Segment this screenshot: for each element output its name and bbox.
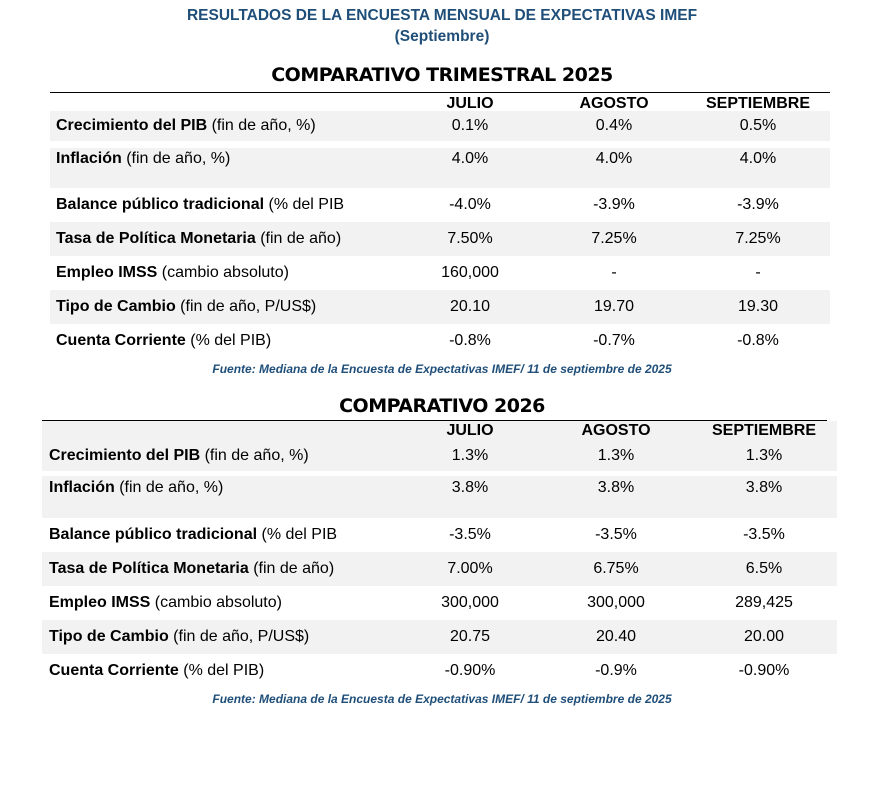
cell-agosto: -0.9%	[595, 662, 637, 679]
row-label: Balance público tradicional (% del PIB	[56, 196, 345, 213]
cell-agosto: -	[611, 264, 617, 281]
cell-agosto: -3.9%	[593, 196, 635, 213]
cell-septiembre: -	[755, 264, 761, 281]
column-header-agosto: AGOSTO	[581, 422, 651, 439]
cell-julio: -0.8%	[449, 332, 491, 349]
table-row: Tasa de Política Monetaria (fin de año) …	[50, 222, 830, 256]
row-label: Inflación (fin de año, %)	[49, 479, 224, 496]
cell-septiembre: 1.3%	[745, 447, 783, 464]
row-label: Crecimiento del PIB (fin de año, %)	[49, 447, 309, 464]
row-label: Tipo de Cambio (fin de año, P/US$)	[49, 628, 310, 645]
cell-septiembre: -0.90%	[738, 662, 790, 679]
table-row: Crecimiento del PIB (fin de año, %) 0.1%…	[50, 111, 830, 141]
cell-agosto: 7.25%	[591, 230, 637, 247]
cell-julio: 20.75	[449, 628, 491, 645]
table-row: Cuenta Corriente (% del PIB) -0.90% -0.9…	[42, 654, 837, 688]
table-row: Empleo IMSS (cambio absoluto) 300,000 30…	[42, 586, 837, 620]
cell-agosto: -3.5%	[595, 526, 637, 543]
cell-julio: 300,000	[441, 594, 499, 611]
row-label: Empleo IMSS (cambio absoluto)	[56, 264, 289, 281]
cell-septiembre: -3.9%	[737, 196, 779, 213]
cell-agosto: 0.4%	[595, 117, 633, 134]
cell-julio: 1.3%	[451, 447, 489, 464]
table-row: Tipo de Cambio (fin de año, P/US$) 20.75…	[42, 620, 837, 654]
cell-agosto: 20.40	[595, 628, 637, 645]
cell-septiembre: -3.5%	[743, 526, 785, 543]
row-label: Crecimiento del PIB (fin de año, %)	[56, 117, 316, 134]
table-row: Balance público tradicional (% del PIB -…	[50, 188, 830, 222]
cell-agosto: 300,000	[587, 594, 645, 611]
table-row: Cuenta Corriente (% del PIB) -0.8% -0.7%…	[50, 324, 830, 358]
row-label: Tasa de Política Monetaria (fin de año)	[56, 230, 342, 247]
cell-julio: 3.8%	[451, 479, 489, 496]
column-header-row: JULIO AGOSTO SEPTIEMBRE	[42, 421, 837, 441]
column-header-septiembre: SEPTIEMBRE	[705, 95, 810, 112]
row-label: Empleo IMSS (cambio absoluto)	[49, 594, 282, 611]
report-subtitle: (Septiembre)	[394, 28, 490, 45]
cell-septiembre: 19.30	[737, 298, 779, 315]
table-title: COMPARATIVO 2026	[339, 395, 545, 417]
cell-septiembre: -0.8%	[737, 332, 779, 349]
table-title: COMPARATIVO TRIMESTRAL 2025	[271, 64, 613, 86]
cell-julio: -4.0%	[449, 196, 491, 213]
cell-agosto: 1.3%	[597, 447, 635, 464]
cell-julio: -3.5%	[449, 526, 491, 543]
column-header-septiembre: SEPTIEMBRE	[711, 422, 816, 439]
cell-septiembre: 289,425	[735, 594, 793, 611]
column-header-julio: JULIO	[446, 422, 494, 439]
title-rule	[42, 420, 827, 421]
row-label: Cuenta Corriente (% del PIB)	[49, 662, 265, 679]
table-row: Crecimiento del PIB (fin de año, %) 1.3%…	[42, 441, 837, 471]
table-row: Inflación (fin de año, %) 3.8% 3.8% 3.8%	[42, 476, 837, 518]
cell-septiembre: 0.5%	[739, 117, 777, 134]
row-label: Tasa de Política Monetaria (fin de año)	[49, 560, 335, 577]
cell-agosto: 4.0%	[595, 150, 633, 167]
source-note: Fuente: Mediana de la Encuesta de Expect…	[212, 692, 672, 706]
cell-agosto: 3.8%	[597, 479, 635, 496]
table-row: Empleo IMSS (cambio absoluto) 160,000 - …	[50, 256, 830, 290]
cell-julio: 4.0%	[451, 150, 489, 167]
table-row: Balance público tradicional (% del PIB -…	[42, 518, 837, 552]
title-rule	[50, 92, 830, 93]
cell-septiembre: 7.25%	[735, 230, 781, 247]
row-label: Inflación (fin de año, %)	[56, 150, 231, 167]
cell-julio: 160,000	[441, 264, 499, 281]
cell-agosto: 19.70	[593, 298, 635, 315]
cell-julio: 7.00%	[447, 560, 493, 577]
cell-julio: 7.50%	[447, 230, 493, 247]
row-label: Tipo de Cambio (fin de año, P/US$)	[56, 298, 317, 315]
column-header-agosto: AGOSTO	[579, 95, 649, 112]
source-note: Fuente: Mediana de la Encuesta de Expect…	[212, 362, 672, 376]
table-row: Tipo de Cambio (fin de año, P/US$) 20.10…	[50, 290, 830, 324]
column-header-julio: JULIO	[446, 95, 494, 112]
cell-septiembre: 4.0%	[739, 150, 777, 167]
table-row: Tasa de Política Monetaria (fin de año) …	[42, 552, 837, 586]
cell-septiembre: 20.00	[743, 628, 785, 645]
row-label: Balance público tradicional (% del PIB	[49, 526, 338, 543]
row-label: Cuenta Corriente (% del PIB)	[56, 332, 272, 349]
report-title: RESULTADOS DE LA ENCUESTA MENSUAL DE EXP…	[186, 7, 698, 24]
cell-agosto: 6.75%	[593, 560, 639, 577]
cell-septiembre: 3.8%	[745, 479, 783, 496]
cell-septiembre: 6.5%	[745, 560, 783, 577]
cell-julio: 0.1%	[451, 117, 489, 134]
cell-agosto: -0.7%	[593, 332, 635, 349]
cell-julio: -0.90%	[444, 662, 496, 679]
table-row: Inflación (fin de año, %) 4.0% 4.0% 4.0%	[50, 148, 830, 188]
cell-julio: 20.10	[449, 298, 491, 315]
